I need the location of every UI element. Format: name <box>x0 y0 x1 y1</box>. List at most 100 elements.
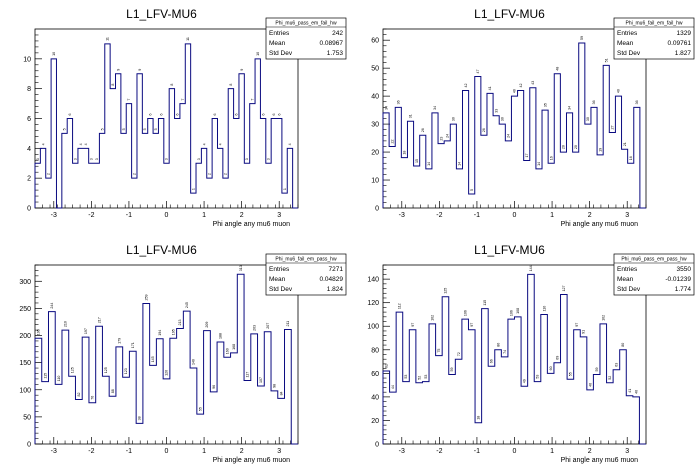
bin-value-label: 6 <box>213 114 217 116</box>
stats-name: Phi_mu6_pass_em_pass_hw <box>621 257 687 263</box>
histogram-panel-4: L1_LFV-MU6 0 20 40 60 80 100 120 140 -3 -2 -1 0 1 2 3 Ph… <box>367 243 695 464</box>
bin-value-label: 14 <box>537 162 541 166</box>
stats-value: 0.08967 <box>320 40 344 47</box>
stats-value: 242 <box>332 30 343 37</box>
stats-name: Phi_mu6_pass_em_fail_hw <box>275 21 337 27</box>
bin-value-label: 11 <box>186 37 190 41</box>
x-tick-label: 3 <box>625 212 629 219</box>
stats-name: Phi_mu6_fail_em_fail_hw <box>626 21 683 27</box>
bin-value-label: 168 <box>232 344 236 350</box>
bin-value-label: 30 <box>586 117 590 121</box>
bin-value-label: 3 <box>90 158 94 160</box>
bin-value-label: 38 <box>138 416 142 420</box>
bin-value-label: 82 <box>77 393 81 397</box>
y-tick-label: 8 <box>27 86 31 93</box>
y-tick-label: 40 <box>371 94 379 101</box>
bin-value-label: 6 <box>149 114 153 116</box>
bin-value-label: 26 <box>482 128 486 132</box>
histogram-outline <box>382 42 646 209</box>
stats-value: 1329 <box>677 30 692 37</box>
bin-value-label: 34 <box>384 106 388 110</box>
bin-value-label: 2 <box>208 173 212 175</box>
bin-value-label: 3 <box>73 158 77 160</box>
bin-value-label: 107 <box>259 377 263 383</box>
bin-value-label: 19 <box>598 148 602 152</box>
bin-value-label: 102 <box>601 315 605 321</box>
bin-value-label: 125 <box>444 288 448 294</box>
bin-value-label: 53 <box>404 375 408 379</box>
bin-value-label: 47 <box>476 70 480 74</box>
stats-box <box>265 17 347 60</box>
chart-title: L1_LFV-MU6 <box>474 7 545 21</box>
bin-value-label: 40 <box>634 390 638 394</box>
y-tick-label: 60 <box>371 38 379 45</box>
bin-value-label: 217 <box>97 317 101 323</box>
bin-value-label: 15 <box>415 159 419 163</box>
bin-value-label: 5 <box>470 189 474 191</box>
stats-value: 7271 <box>329 266 344 273</box>
bin-value-label: 195 <box>37 329 41 335</box>
bin-value-label: 34 <box>433 106 437 110</box>
bin-value-label: 40 <box>513 89 517 93</box>
bin-value-label: 18 <box>477 416 481 420</box>
bin-value-label: 6 <box>68 114 72 116</box>
bin-value-label: 3 <box>267 158 271 160</box>
bin-value-label: 66 <box>490 359 494 363</box>
bin-value-label: 30 <box>500 117 504 121</box>
bin-value-label: 125 <box>70 367 74 373</box>
stats-label: Std Dev <box>617 50 641 57</box>
bin-value-label: 102 <box>431 315 435 321</box>
bin-value-label: 203 <box>252 325 256 331</box>
bin-value-label: 35 <box>543 103 547 107</box>
x-tick-label: -1 <box>474 212 480 219</box>
bin-value-label: 97 <box>411 323 415 327</box>
bin-value-label: 42 <box>519 84 523 88</box>
bin-value-label: 7 <box>127 99 131 101</box>
bin-value-label: 2 <box>132 173 136 175</box>
bin-value-label: 4 <box>79 143 83 145</box>
x-tick-label: 1 <box>202 212 206 219</box>
bin-value-label: 2 <box>47 173 51 175</box>
bin-value-label: 8 <box>111 84 115 86</box>
bin-value-label: 16 <box>549 156 553 160</box>
histogram-outline <box>382 273 646 445</box>
bin-value-label: 34 <box>568 106 572 110</box>
bin-value-label: 112 <box>398 303 402 309</box>
bin-value-label: 120 <box>165 370 169 376</box>
stats-label: Mean <box>269 40 286 47</box>
bin-value-label: 6 <box>234 114 238 116</box>
x-tick-label: -2 <box>88 212 94 219</box>
bin-value-label: 106 <box>509 310 513 316</box>
bin-value-label: 97 <box>470 323 474 327</box>
y-tick-label: 4 <box>27 146 31 153</box>
bin-value-label: 4 <box>84 143 88 145</box>
y-tick-label: 140 <box>367 277 379 284</box>
stats-value: 1.824 <box>327 286 344 293</box>
y-tick-label: 0 <box>375 442 379 449</box>
x-tick-label: 2 <box>588 448 592 455</box>
bin-value-label: 313 <box>239 265 243 271</box>
bin-value-label: 194 <box>158 330 162 336</box>
x-tick-label: 0 <box>165 448 169 455</box>
bin-value-label: 48 <box>556 67 560 71</box>
plot-frame <box>382 28 647 209</box>
bin-value-label: 4 <box>288 143 292 145</box>
x-tick-label: 1 <box>202 448 206 455</box>
chart-title: L1_LFV-MU6 <box>126 7 197 21</box>
y-tick-label: 30 <box>371 122 379 129</box>
bin-value-label: 27 <box>611 125 615 129</box>
bin-value-label: 211 <box>286 321 290 327</box>
bin-value-label: 49 <box>523 379 527 383</box>
bin-value-label: 53 <box>536 375 540 379</box>
bin-value-label: 17 <box>525 153 529 157</box>
bin-value-label: 41 <box>488 86 492 90</box>
bin-value-label: 52 <box>608 376 612 380</box>
bin-value-label: 80 <box>621 343 625 347</box>
stats-label: Mean <box>617 40 634 47</box>
bin-value-label: 8 <box>170 84 174 86</box>
chart-title: L1_LFV-MU6 <box>474 243 545 257</box>
bin-value-label: 127 <box>562 285 566 291</box>
bin-value-label: 117 <box>246 372 250 378</box>
bin-value-label: 26 <box>421 128 425 132</box>
